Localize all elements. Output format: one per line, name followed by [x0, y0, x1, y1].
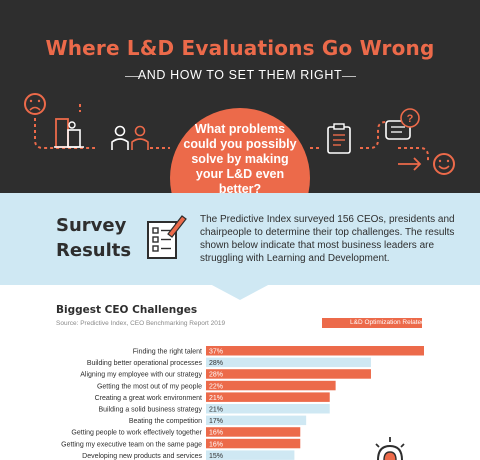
chart-source: Source: Predictive Index, CEO Benchmarki… [56, 320, 226, 327]
value-label: 16% [209, 441, 223, 448]
survey-title: Survey Results [56, 213, 146, 263]
value-label: 15% [209, 453, 223, 460]
sun-lightbulb-icon [375, 437, 405, 460]
value-label: 21% [209, 407, 223, 414]
category-label: Building a solid business strategy [98, 407, 202, 414]
bar [206, 369, 371, 379]
value-label: 21% [209, 395, 223, 402]
category-label: Creating a great work environment [95, 395, 202, 402]
page-subtitle: AND HOW TO SET THEM RIGHT [0, 68, 480, 82]
people-icon [111, 125, 149, 150]
bar [206, 392, 330, 402]
chart-podium-icon [54, 118, 84, 148]
category-label: Getting my executive team on the same pa… [61, 441, 202, 448]
legend-label: L&D Optimization Related [350, 319, 425, 326]
clipboard-icon [327, 123, 351, 154]
svg-text:?: ? [407, 113, 414, 125]
hero-section: ? Where L&D Evaluations Go Wrong AND HOW… [0, 0, 480, 193]
value-label: 28% [209, 372, 223, 379]
hero-question-text: What problems could you possibly solve b… [183, 122, 297, 193]
chart-legend: L&D Optimization Related [322, 318, 425, 328]
category-label: Finding the right talent [133, 349, 202, 356]
hero-illustration: ? [24, 93, 455, 175]
bar [206, 415, 307, 426]
category-label: Building better operational processes [87, 360, 203, 367]
page-title: Where L&D Evaluations Go Wrong [45, 36, 435, 60]
value-label: 37% [209, 349, 223, 356]
category-label: Getting people to work effectively toget… [71, 430, 202, 437]
legend-swatch: L&D Optimization Related [322, 318, 425, 328]
bar [206, 357, 371, 368]
checklist-pencil-icon [147, 215, 187, 259]
bar [206, 346, 424, 356]
category-label: Aligning my employee with our strategy [80, 372, 202, 379]
survey-title-line1: Survey [56, 215, 127, 236]
bar [206, 404, 330, 414]
happy-face-icon [433, 153, 455, 175]
bar-chart: Finding the right talent 37% Building bett… [61, 346, 424, 460]
survey-description: The Predictive Index surveyed 156 CEOs, … [200, 214, 455, 264]
category-label: Beating the competition [129, 418, 202, 425]
arrow-right-icon [398, 157, 422, 171]
dashed-path-right-3 [398, 147, 429, 162]
bar [206, 450, 295, 460]
survey-title-line2: Results [56, 240, 132, 261]
value-label: 17% [209, 418, 223, 425]
chart-title: Biggest CEO Challenges [56, 304, 198, 316]
survey-section [0, 193, 480, 285]
survey-pointer [210, 284, 270, 300]
value-label: 22% [209, 383, 223, 390]
sad-face-icon [24, 93, 46, 115]
bar [206, 427, 301, 437]
category-label: Getting the most out of my people [97, 383, 202, 390]
value-label: 16% [209, 430, 223, 437]
value-label: 28% [209, 360, 223, 367]
dashed-path-left [34, 118, 95, 149]
bar [206, 380, 336, 391]
dashed-path-right-2 [360, 121, 387, 149]
speech-bubble-question-icon: ? [385, 108, 420, 140]
bar [206, 438, 301, 449]
category-label: Developing new products and services [82, 453, 202, 460]
